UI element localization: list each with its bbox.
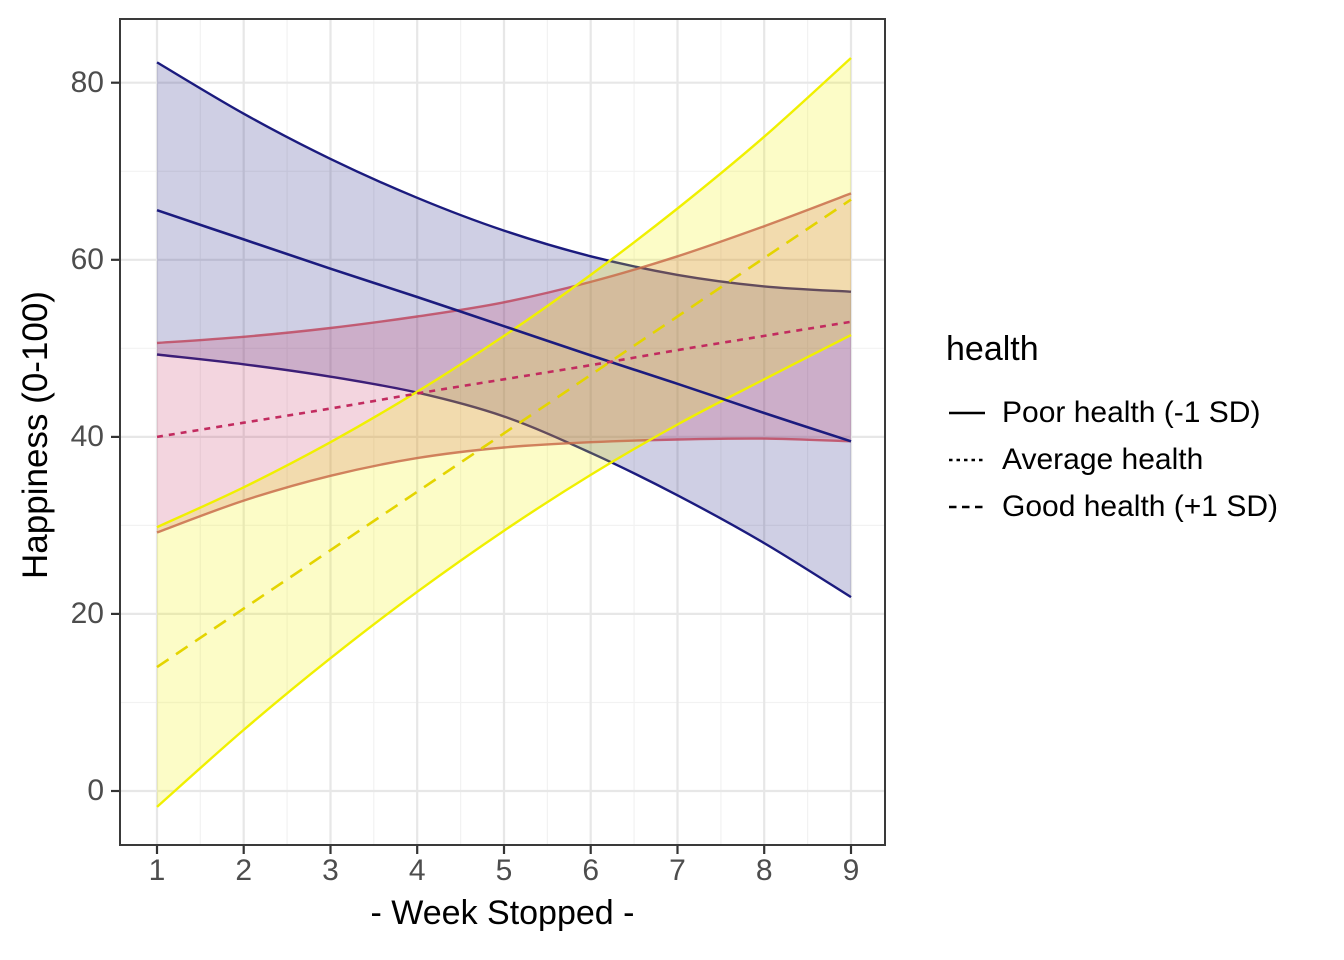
ci-lower-edge-good	[156, 334, 852, 808]
dotted-line-glyph-icon	[949, 458, 985, 461]
ci-upper-edge-good	[156, 57, 852, 529]
legend-item-poor-health: Poor health (-1 SD)	[946, 389, 1278, 436]
x-tick-label: 1	[148, 854, 166, 887]
ci-ribbon-average	[157, 193, 851, 533]
fit-line-layer	[156, 198, 852, 669]
y-tick-label: 0	[87, 773, 104, 807]
ci-lower-edge-average	[156, 437, 852, 534]
ci-ribbon-poor	[157, 62, 851, 598]
legend-item-label: Poor health (-1 SD)	[1002, 395, 1261, 429]
y-tick-label: 40	[70, 419, 104, 453]
legend-item-label: Average health	[1002, 442, 1204, 476]
y-tick-label: 60	[70, 242, 104, 276]
x-tick-label: 7	[669, 854, 686, 887]
x-tick-label: 4	[408, 854, 426, 887]
ci-upper-edge-average	[156, 192, 852, 345]
ci-lower-edge-poor	[156, 353, 852, 599]
legend: health Poor health (-1 SD) Average healt…	[946, 330, 1278, 530]
fit-line-good	[156, 198, 852, 669]
x-tick-label: 8	[755, 854, 773, 887]
y-tick-label: 80	[70, 65, 104, 99]
legend-item-average-health: Average health	[946, 436, 1278, 483]
solid-line-glyph-icon	[949, 411, 985, 414]
x-tick-label: 3	[322, 854, 339, 887]
legend-title: health	[946, 330, 1039, 368]
x-tick-label: 2	[235, 854, 253, 887]
tick-mark-layer	[111, 81, 853, 854]
fit-line-average	[156, 320, 852, 439]
ci-upper-edge-poor	[156, 61, 852, 293]
legend-item-label: Good health (+1 SD)	[1002, 489, 1278, 523]
legend-item-good-health: Good health (+1 SD)	[946, 483, 1278, 530]
grid-layer	[120, 19, 885, 845]
x-tick-label: 6	[582, 854, 600, 887]
panel-border	[119, 18, 886, 846]
y-tick-label: 20	[70, 596, 104, 630]
x-axis-title: - Week Stopped -	[370, 894, 635, 932]
x-tick-label: 5	[495, 854, 513, 887]
fit-line-poor	[156, 208, 852, 443]
dashed-line-glyph-icon	[949, 505, 985, 508]
x-tick-label: 9	[842, 854, 860, 887]
